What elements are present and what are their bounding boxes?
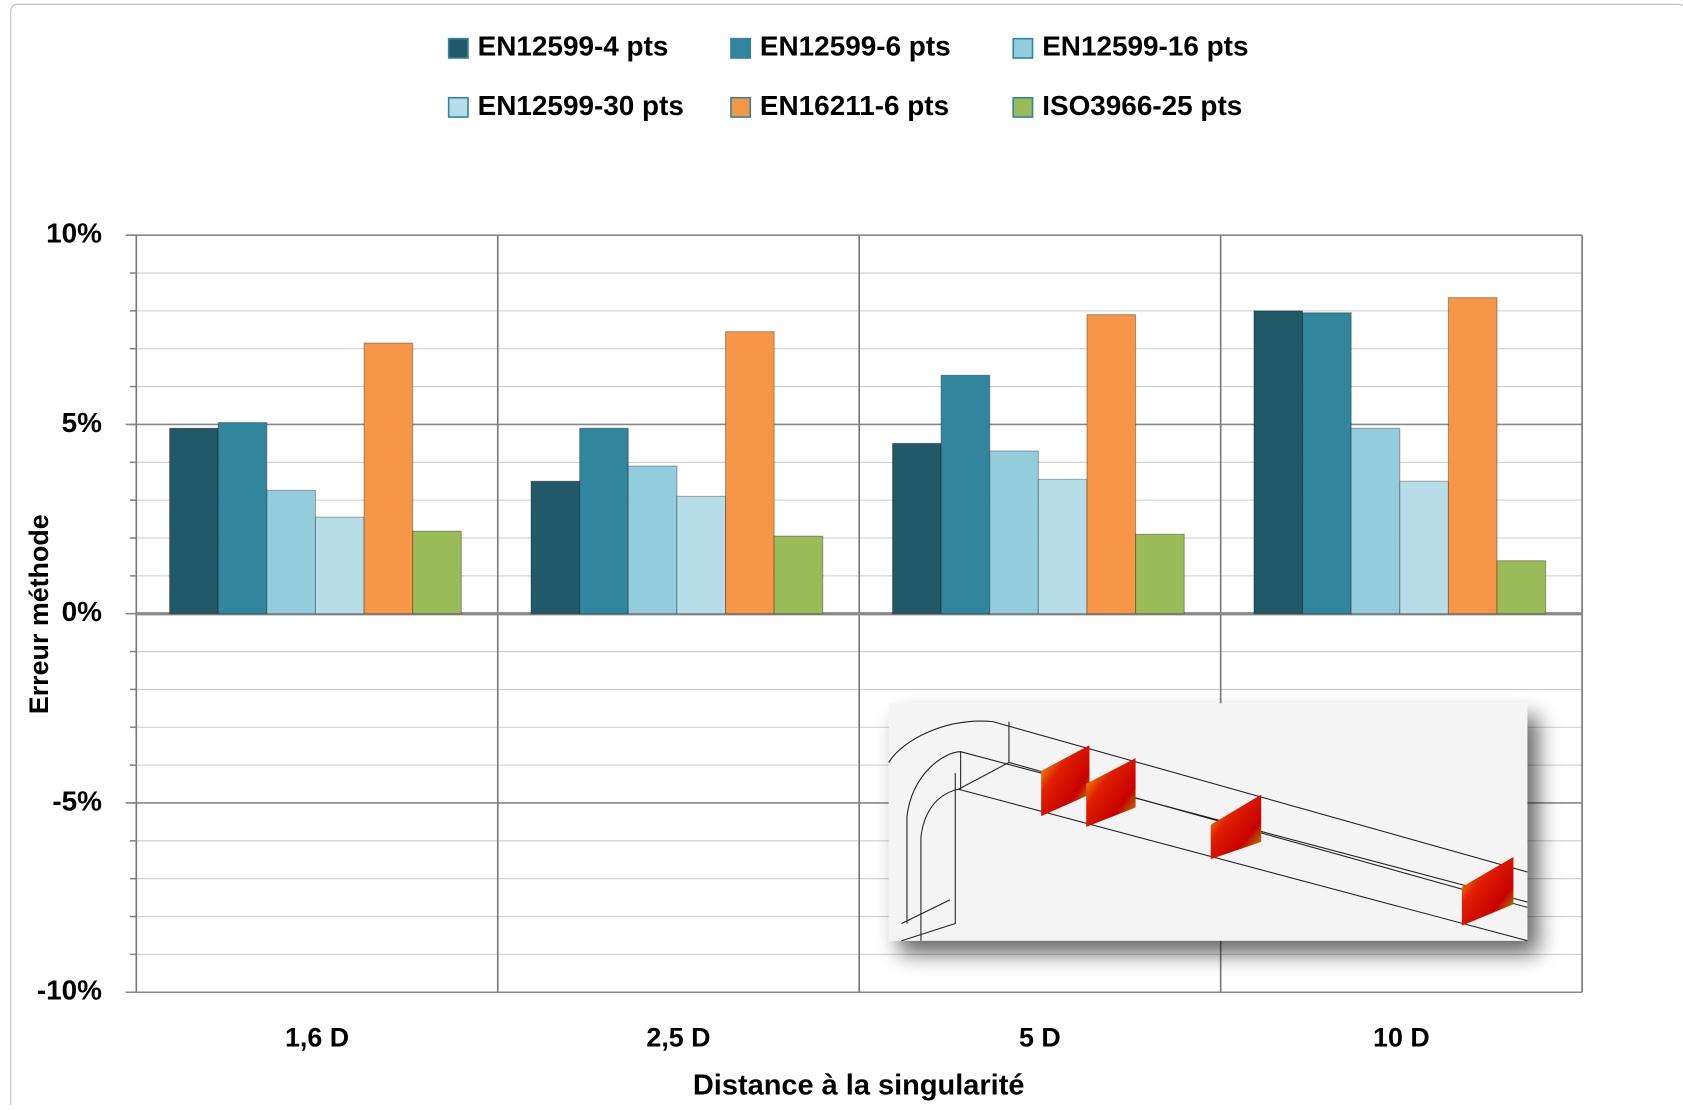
bar [315,517,364,614]
bar [990,451,1039,614]
legend-label: EN12599-30 pts [478,90,684,121]
inset-image [889,703,1528,940]
legend-swatch [449,39,468,58]
legend-swatch [731,39,750,58]
x-axis-title: Distance à la singularité [693,1069,1025,1101]
y-tick-label: -5% [52,785,102,816]
bar [580,428,629,613]
bar [364,343,413,614]
y-tick-label: -10% [37,975,102,1006]
y-tick-label: 0% [62,596,103,627]
bar [267,490,316,613]
bar [1038,479,1087,613]
legend-swatch [1013,39,1032,58]
inset-background [889,703,1528,940]
bar [628,466,677,614]
bar [1448,298,1497,614]
bar [531,481,580,613]
legend-label: ISO3966-25 pts [1042,90,1242,121]
legend-label: EN12599-16 pts [1042,31,1248,62]
x-tick-label: 1,6 D [285,1023,349,1053]
bar [1136,534,1185,613]
bar [1087,315,1136,614]
x-tick-label: 5 D [1019,1023,1061,1053]
bar [941,375,990,613]
legend-swatch [449,98,468,117]
bar [1303,313,1352,614]
bar [170,428,219,613]
bar [1351,428,1400,613]
bar [726,332,775,614]
x-tick-label: 2,5 D [646,1023,710,1053]
legend-swatch [1013,98,1032,117]
x-tick-label: 10 D [1373,1023,1430,1053]
legend-label: EN12599-4 pts [478,31,669,62]
bar [1254,311,1303,614]
legend-swatch [731,98,750,117]
page: -10% -5% 0% 5% 10% 1,6 D 2,5 D 5 D 10 D Erreur … [0,0,1683,1110]
bar [774,536,823,614]
legend-label: EN12599-6 pts [760,31,951,62]
bar [1400,481,1449,613]
bar [218,423,267,614]
y-axis-title: Erreur méthode [24,514,54,714]
bar [892,443,941,613]
y-tick-label: 5% [62,407,103,438]
bar [413,531,462,614]
bar [1497,561,1546,614]
y-tick-label: 10% [46,218,102,249]
chart: -10% -5% 0% 5% 10% 1,6 D 2,5 D 5 D 10 D Erreur … [0,0,1683,1105]
bar [677,496,726,613]
legend-label: EN16211-6 pts [760,90,949,121]
